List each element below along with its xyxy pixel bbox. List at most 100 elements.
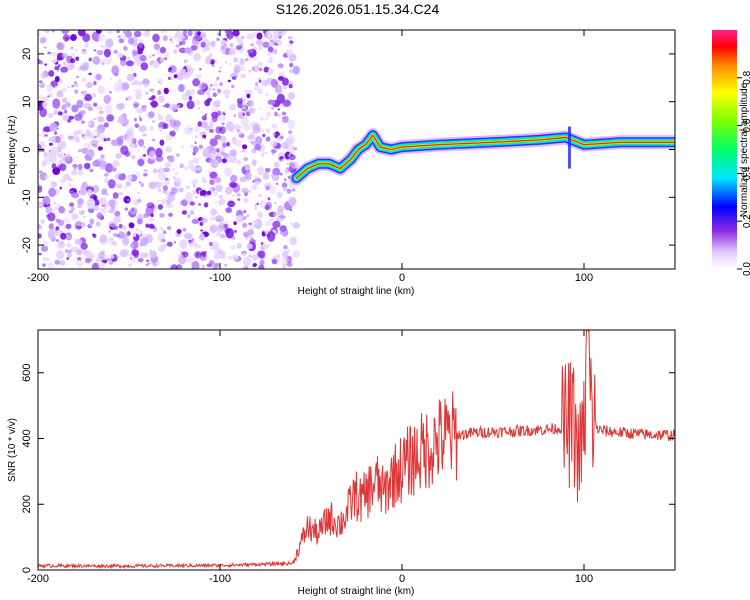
noise-speckle bbox=[201, 136, 204, 140]
noise-speckle bbox=[51, 163, 57, 169]
noise-speckle bbox=[193, 184, 196, 188]
noise-speckle bbox=[283, 245, 288, 250]
noise-speckle bbox=[73, 166, 77, 171]
noise-speckle bbox=[246, 93, 251, 99]
noise-speckle bbox=[186, 197, 189, 199]
noise-speckle bbox=[152, 54, 155, 57]
noise-speckle bbox=[250, 158, 258, 167]
noise-speckle bbox=[75, 56, 80, 61]
noise-speckle bbox=[98, 160, 107, 170]
noise-speckle bbox=[258, 264, 265, 269]
noise-speckle bbox=[44, 174, 49, 180]
noise-speckle bbox=[188, 95, 193, 101]
noise-speckle bbox=[163, 87, 169, 95]
noise-speckle bbox=[85, 250, 93, 258]
noise-speckle bbox=[66, 257, 70, 260]
noise-speckle bbox=[54, 206, 58, 210]
noise-speckle bbox=[286, 138, 291, 144]
noise-speckle bbox=[209, 241, 213, 247]
noise-speckle bbox=[288, 130, 292, 135]
noise-speckle bbox=[267, 99, 276, 105]
noise-speckle bbox=[92, 160, 101, 167]
noise-speckle bbox=[138, 125, 147, 132]
noise-speckle bbox=[126, 73, 135, 82]
noise-speckle bbox=[44, 63, 47, 66]
noise-speckle bbox=[43, 46, 47, 49]
noise-speckle bbox=[188, 159, 194, 166]
colorbar-label: Normalized spectral amplitude bbox=[739, 82, 750, 217]
noise-speckle bbox=[131, 208, 135, 211]
noise-speckle bbox=[229, 43, 234, 48]
noise-speckle bbox=[225, 207, 232, 214]
noise-speckle bbox=[287, 119, 296, 130]
y-tick-label: 0 bbox=[21, 567, 33, 573]
noise-speckle bbox=[281, 111, 287, 116]
noise-speckle bbox=[227, 79, 231, 83]
noise-speckle bbox=[51, 183, 56, 188]
noise-speckle bbox=[165, 117, 170, 121]
noise-speckle bbox=[225, 121, 234, 131]
noise-speckle bbox=[279, 156, 284, 160]
noise-speckle bbox=[248, 107, 257, 114]
noise-speckle bbox=[62, 61, 67, 66]
noise-speckle bbox=[187, 214, 191, 219]
noise-speckle bbox=[133, 117, 137, 122]
noise-speckle bbox=[189, 201, 195, 206]
noise-speckle bbox=[194, 141, 197, 145]
noise-speckle bbox=[104, 104, 113, 115]
noise-speckle bbox=[130, 82, 135, 86]
noise-speckle bbox=[232, 75, 237, 80]
noise-speckle bbox=[253, 85, 260, 91]
noise-speckle bbox=[124, 230, 128, 235]
noise-speckle bbox=[290, 153, 293, 157]
noise-speckle bbox=[258, 79, 262, 83]
noise-speckle bbox=[293, 147, 298, 151]
noise-speckle bbox=[117, 35, 121, 39]
noise-speckle bbox=[169, 35, 175, 40]
noise-speckle bbox=[43, 151, 48, 157]
noise-speckle bbox=[53, 112, 56, 115]
noise-speckle bbox=[289, 208, 292, 212]
noise-speckle bbox=[169, 119, 177, 128]
noise-speckle bbox=[133, 89, 137, 92]
noise-speckle bbox=[209, 128, 214, 133]
noise-speckle bbox=[174, 32, 183, 42]
page-title: S126.2026.051.15.34.C24 bbox=[275, 1, 440, 17]
noise-speckle bbox=[135, 227, 139, 232]
noise-speckle bbox=[272, 48, 278, 55]
noise-speckle bbox=[116, 75, 118, 77]
noise-speckle bbox=[41, 256, 48, 262]
noise-speckle bbox=[255, 136, 263, 145]
noise-speckle bbox=[195, 73, 202, 80]
noise-speckle bbox=[93, 58, 96, 61]
colorbar-tick-label: 0.2 bbox=[742, 214, 750, 228]
noise-speckle bbox=[208, 260, 215, 265]
noise-speckle bbox=[158, 127, 163, 132]
noise-speckle bbox=[75, 221, 82, 227]
noise-speckle bbox=[264, 117, 269, 121]
noise-speckle bbox=[137, 158, 145, 167]
noise-speckle bbox=[104, 55, 112, 65]
noise-speckle bbox=[194, 134, 198, 139]
x-tick-label: 100 bbox=[575, 573, 593, 585]
noise-speckle bbox=[138, 181, 141, 184]
noise-speckle bbox=[265, 93, 268, 96]
noise-speckle bbox=[106, 193, 109, 196]
noise-speckle bbox=[55, 239, 60, 242]
noise-speckle bbox=[198, 82, 207, 91]
noise-speckle bbox=[72, 164, 78, 168]
noise-speckle bbox=[179, 68, 187, 76]
noise-speckle bbox=[96, 106, 104, 111]
noise-speckle bbox=[71, 213, 79, 220]
noise-speckle bbox=[132, 232, 137, 237]
noise-speckle bbox=[158, 199, 161, 203]
noise-speckle bbox=[137, 258, 144, 263]
noise-speckle bbox=[187, 256, 195, 264]
noise-speckle bbox=[91, 262, 100, 269]
noise-speckle bbox=[81, 49, 87, 55]
noise-speckle bbox=[95, 221, 101, 227]
noise-speckle bbox=[267, 197, 271, 201]
snr-frame bbox=[37, 329, 676, 571]
noise-speckle bbox=[205, 91, 211, 96]
